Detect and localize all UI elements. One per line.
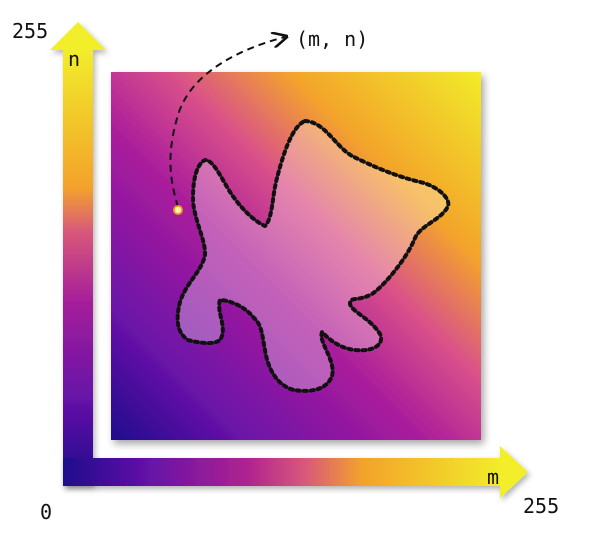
sample-point (173, 205, 183, 215)
point-label: (m, n) (296, 27, 368, 51)
y-axis-label: n (68, 47, 80, 71)
x-axis-arrow (63, 446, 528, 498)
origin-label: 0 (40, 500, 52, 524)
pointer-arrow (169, 37, 285, 208)
y-axis-max-label: 255 (12, 19, 48, 43)
x-axis-label: m (487, 465, 499, 489)
x-axis-max-label: 255 (523, 494, 559, 518)
y-axis-arrow (50, 22, 106, 485)
region-outline (175, 119, 451, 393)
